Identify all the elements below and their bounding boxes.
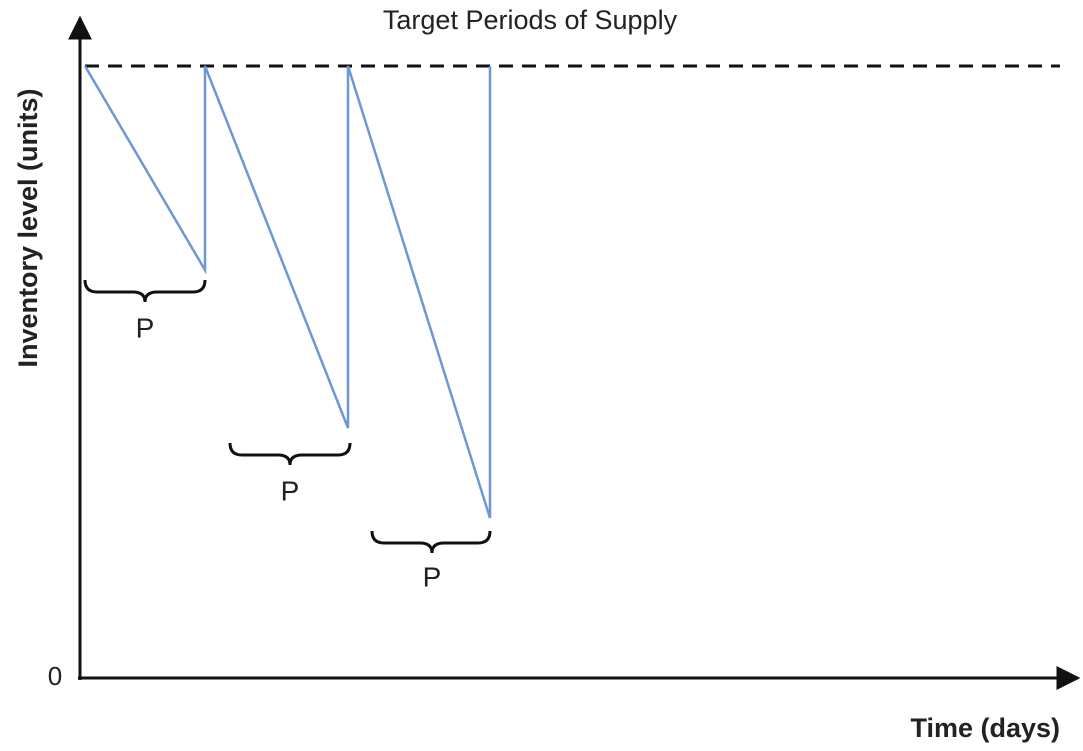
period-brace xyxy=(228,442,352,466)
inventory-line xyxy=(83,65,492,519)
period-label: P xyxy=(423,561,442,592)
y-axis-label: Inventory level (units) xyxy=(13,88,43,367)
title: Target Periods of Supply xyxy=(383,5,678,35)
x-axis-label: Time (days) xyxy=(910,713,1060,743)
period-brace xyxy=(370,530,492,554)
period-brace xyxy=(83,279,207,303)
origin-label: 0 xyxy=(48,661,62,691)
period-label: P xyxy=(136,312,155,343)
period-label: P xyxy=(281,475,300,506)
